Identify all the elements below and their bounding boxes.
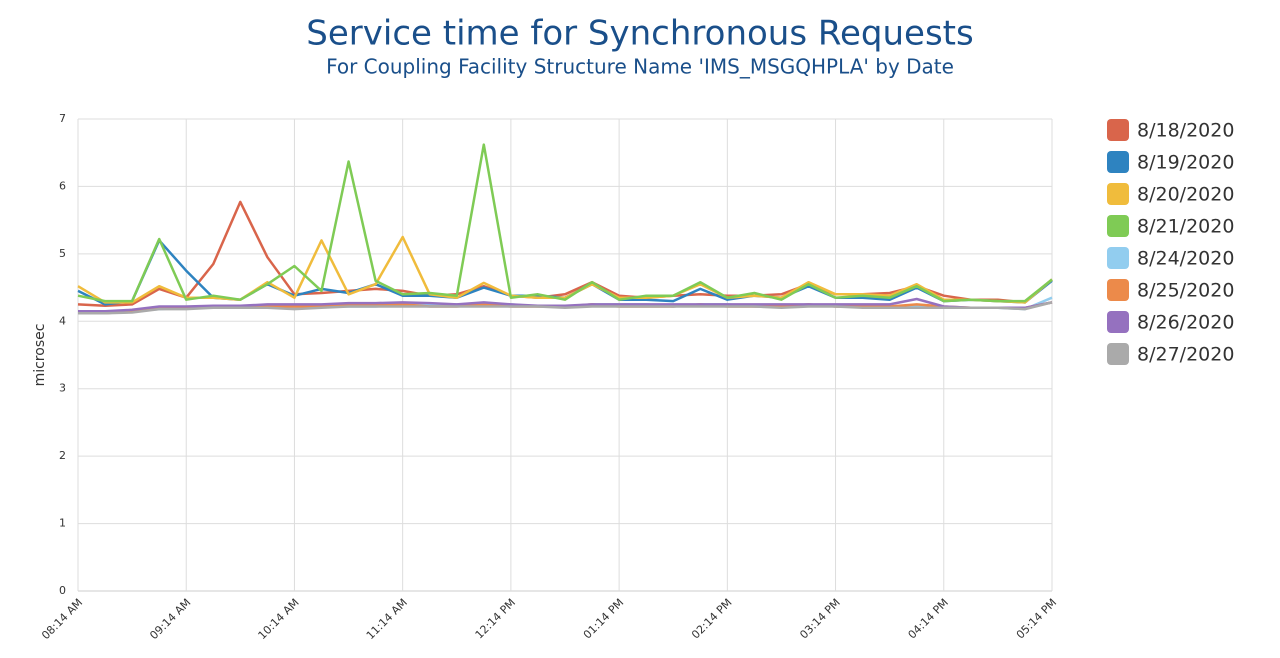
- legend-swatch: [1107, 151, 1129, 173]
- x-tick-label: 03:14 PM: [797, 596, 842, 641]
- legend-label: 8/18/2020: [1137, 120, 1234, 142]
- legend-label: 8/21/2020: [1137, 216, 1234, 238]
- y-tick-label: 1: [59, 517, 66, 530]
- series-line: [78, 301, 1053, 315]
- chart-subtitle: For Coupling Facility Structure Name 'IM…: [326, 55, 954, 79]
- x-tick-label: 11:14 AM: [364, 596, 410, 642]
- legend-label: 8/19/2020: [1137, 152, 1234, 174]
- y-tick-label: 7: [59, 112, 66, 125]
- y-tick-label: 0: [59, 584, 66, 597]
- legend-swatch: [1107, 343, 1129, 365]
- legend-swatch: [1107, 311, 1129, 333]
- series-line: [77, 200, 1053, 308]
- x-tick-label: 10:14 AM: [256, 596, 302, 642]
- legend-swatch: [1107, 183, 1129, 205]
- x-tick-label: 01:14 PM: [581, 596, 626, 641]
- series-line: [78, 297, 1053, 313]
- legend-swatch: [1107, 247, 1129, 269]
- chart-title: Service time for Synchronous Requests: [306, 14, 973, 54]
- y-tick-label: 2: [59, 449, 66, 462]
- series-line: [77, 143, 1053, 303]
- x-tick-label: 12:14 PM: [473, 596, 518, 641]
- legend-swatch: [1107, 279, 1129, 301]
- legend-label: 8/25/2020: [1137, 280, 1234, 302]
- x-tick-label: 09:14 AM: [147, 596, 193, 642]
- y-tick-label: 3: [59, 382, 66, 395]
- legend-label: 8/20/2020: [1137, 184, 1234, 206]
- legend-swatch: [1107, 119, 1129, 141]
- x-tick-label: 04:14 PM: [906, 596, 951, 641]
- legend-label: 8/27/2020: [1137, 344, 1234, 366]
- legend-label: 8/26/2020: [1137, 312, 1234, 334]
- legend-swatch: [1107, 215, 1129, 237]
- x-tick-label: 05:14 PM: [1014, 596, 1059, 641]
- y-axis-label: microsec: [32, 324, 48, 387]
- legend-label: 8/24/2020: [1137, 248, 1234, 270]
- y-tick-label: 4: [59, 314, 66, 327]
- x-tick-label: 02:14 PM: [689, 596, 734, 641]
- y-tick-label: 6: [59, 179, 66, 192]
- x-tick-label: 08:14 AM: [39, 596, 85, 642]
- y-tick-label: 5: [59, 247, 66, 260]
